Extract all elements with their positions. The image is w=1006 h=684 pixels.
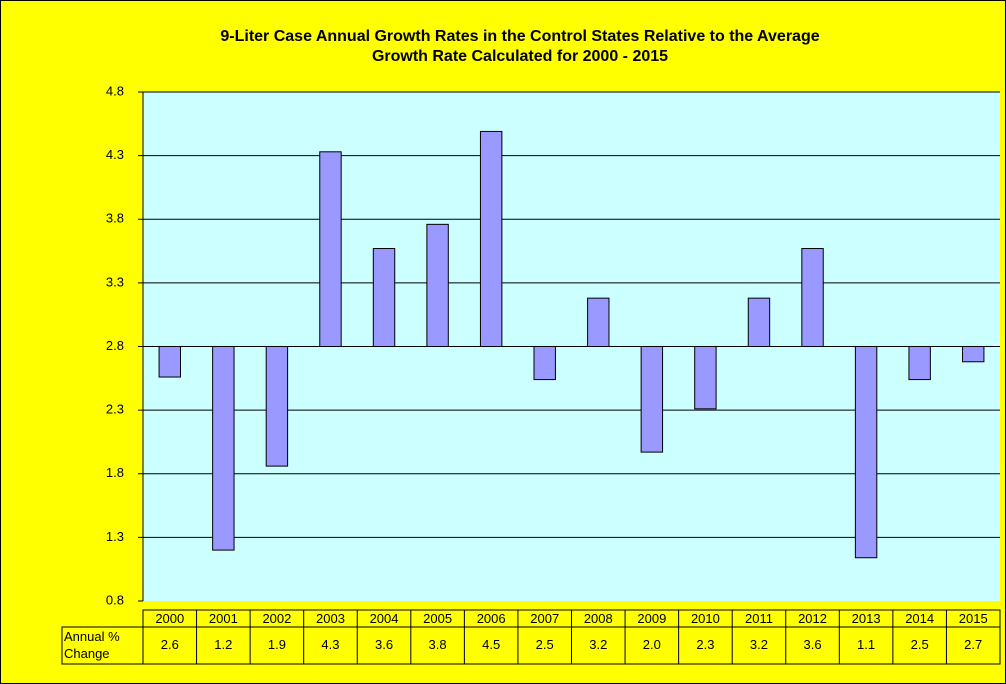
data-label: 3.2	[750, 637, 768, 652]
x-tick-label: 2013	[852, 611, 881, 626]
y-tick-label: 3.8	[106, 211, 124, 226]
legend-label: Annual % Change	[64, 629, 120, 661]
x-tick-label: 2011	[745, 611, 773, 626]
bar	[908, 346, 931, 381]
bar	[479, 130, 503, 347]
y-tick-label: 1.8	[106, 465, 124, 480]
data-label: 3.6	[803, 637, 821, 652]
x-tick-label: 2007	[530, 611, 559, 626]
x-tick-label: 2001	[209, 611, 238, 626]
chart-title: 9-Liter Case Annual Growth Rates in the …	[220, 28, 819, 45]
x-tick-label: 2008	[584, 611, 613, 626]
data-label: 4.3	[321, 637, 339, 652]
y-tick-label: 2.3	[106, 402, 124, 417]
y-tick-label: 1.3	[106, 529, 124, 544]
bar	[533, 346, 556, 381]
y-tick-label: 0.8	[106, 592, 124, 607]
x-tick-label: 2004	[370, 611, 399, 626]
y-tick-label: 3.3	[106, 274, 124, 289]
bar	[158, 346, 181, 378]
bar	[212, 346, 235, 551]
x-tick-label: 2005	[423, 611, 452, 626]
chart-title: Growth Rate Calculated for 2000 - 2015	[372, 48, 668, 65]
data-label: 3.8	[429, 637, 447, 652]
y-tick-label: 4.8	[106, 83, 124, 98]
x-tick-label: 2000	[155, 611, 184, 626]
data-label: 2.5	[536, 637, 554, 652]
bar	[747, 297, 771, 347]
x-tick-label: 2009	[637, 611, 666, 626]
data-label: 2.0	[643, 637, 661, 652]
data-label: 1.1	[857, 637, 875, 652]
x-tick-label: 2006	[477, 611, 506, 626]
data-label: 4.5	[482, 637, 500, 652]
bar	[319, 151, 342, 347]
table-row-label: Annual % Change	[64, 629, 120, 661]
x-tick-label: 2014	[905, 611, 934, 626]
x-tick-label: 2002	[262, 611, 291, 626]
data-label: 3.2	[589, 637, 607, 652]
bar	[372, 248, 396, 347]
bar	[854, 346, 878, 559]
data-label: 3.6	[375, 637, 393, 652]
data-label: 2.6	[161, 637, 179, 652]
y-tick-label: 4.3	[106, 147, 124, 162]
bar	[962, 346, 985, 363]
data-label: 1.9	[268, 637, 286, 652]
bar	[640, 346, 664, 453]
x-tick-label: 2003	[316, 611, 345, 626]
bar	[587, 297, 610, 347]
bar	[694, 346, 717, 410]
bar	[265, 346, 289, 467]
x-tick-label: 2012	[798, 611, 827, 626]
data-label: 2.3	[696, 637, 714, 652]
data-label: 1.2	[214, 637, 232, 652]
x-tick-label: 2015	[959, 611, 988, 626]
bar	[801, 248, 824, 347]
data-label: 2.7	[964, 637, 982, 652]
bar	[426, 223, 449, 347]
y-tick-label: 2.8	[106, 338, 124, 353]
data-label: 2.5	[911, 637, 929, 652]
x-tick-label: 2010	[691, 611, 720, 626]
